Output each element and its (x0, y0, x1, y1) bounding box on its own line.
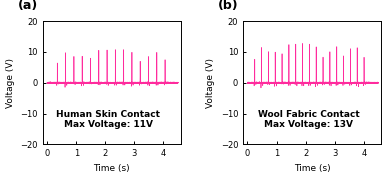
Text: Human Skin Contact
Max Voltage: 11V: Human Skin Contact Max Voltage: 11V (56, 110, 160, 129)
X-axis label: Time (s): Time (s) (294, 164, 331, 173)
Text: Wool Fabric Contact
Max Voltage: 13V: Wool Fabric Contact Max Voltage: 13V (258, 110, 359, 129)
X-axis label: Time (s): Time (s) (93, 164, 130, 173)
Y-axis label: Voltage (V): Voltage (V) (6, 58, 15, 108)
Text: (b): (b) (218, 0, 239, 12)
Y-axis label: Voltage (V): Voltage (V) (206, 58, 215, 108)
Text: (a): (a) (18, 0, 38, 12)
